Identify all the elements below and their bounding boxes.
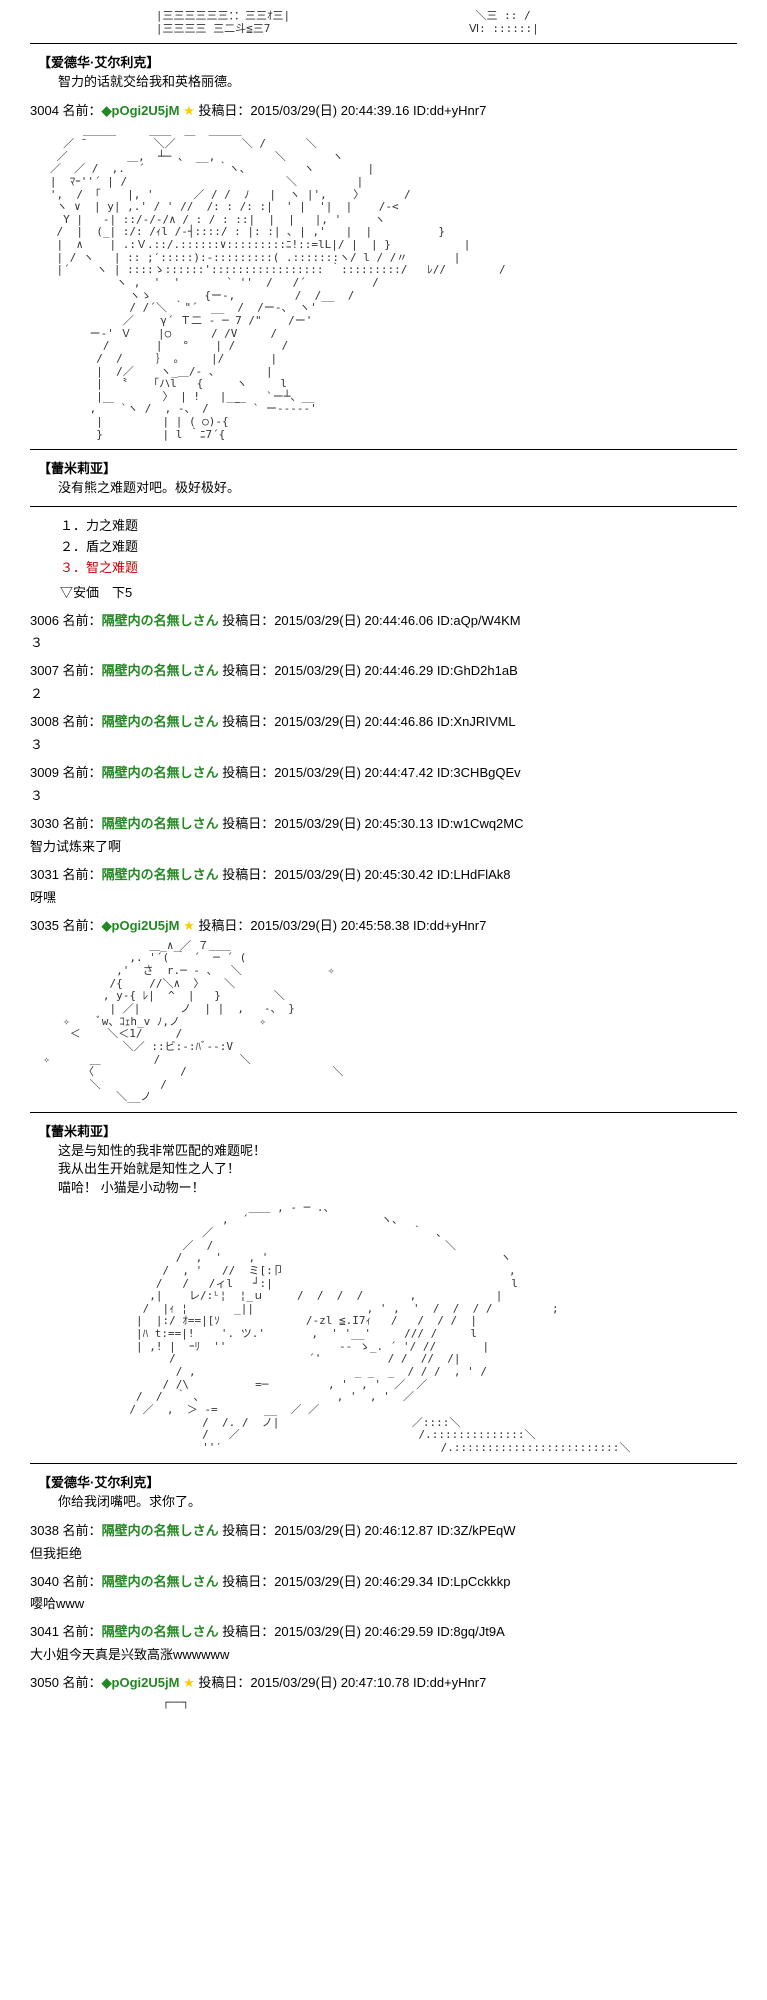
divider [30,1112,737,1113]
post-header-3006: 3006 名前：隔壁内の名無しさん 投稿日：2015/03/29(日) 20:4… [30,613,737,630]
post-body: 大小姐今天真是兴致高涨wwwwww [30,1644,737,1663]
tripcode: ◆pOgi2U5jM [102,1675,180,1690]
post-header-3041: 3041 名前：隔壁内の名無しさん 投稿日：2015/03/29(日) 20:4… [30,1624,737,1641]
divider [30,43,737,44]
anon-name: 隔壁内の名無しさん [102,1574,219,1589]
post-body: ２ [30,683,737,702]
anon-name: 隔壁内の名無しさん [102,663,219,678]
post-number: 3041 [30,1624,59,1639]
post-body: 嘤哈www [30,1593,737,1612]
name-label: 名前： [63,613,102,628]
character-name: 【蕾米莉亚】 [38,1121,737,1140]
post-number: 3038 [30,1523,59,1538]
post-number: 3040 [30,1574,59,1589]
anon-name: 隔壁内の名無しさん [102,1624,219,1639]
dialogue-text: 你给我闭嘴吧。求你了。 [58,1493,737,1511]
divider [30,506,737,507]
dialogue-text: 这是与知性的我非常匹配的难题呢！ [58,1142,737,1160]
name-label: 名前： [63,765,102,780]
name-label: 名前： [63,867,102,882]
dialogue-text: 没有熊之难题对吧。极好极好。 [58,479,737,497]
post-header-3030: 3030 名前：隔壁内の名無しさん 投稿日：2015/03/29(日) 20:4… [30,816,737,833]
anon-name: 隔壁内の名無しさん [102,867,219,882]
tripcode: ◆pOgi2U5jM [102,103,180,118]
anon-name: 隔壁内の名無しさん [102,765,219,780]
top-ascii-art: |三三三三三三：：三三ｵ三| ＼三 :: / |三三三三 三二斗≦三7 Ⅵ: :… [30,10,737,35]
post-header-3008: 3008 名前：隔壁内の名無しさん 投稿日：2015/03/29(日) 20:4… [30,714,737,731]
name-label: 名前： [63,1624,102,1639]
dialogue-text: 喵哈！ 小猫是小动物ー！ [58,1179,737,1197]
bottom-ascii-art: ┌──┐ [30,1697,737,1710]
anon-name: 隔壁内の名無しさん [102,613,219,628]
ascii-art-3035-2: ＿＿ , - ─ .、 , ´ ヽ、 ／ ｀ 、 ／ / ＼ [30,1202,737,1455]
post-meta: 投稿日：2015/03/29(日) 20:44:39.16 ID:dd+yHnr… [198,103,486,118]
post-header-3038: 3038 名前：隔壁内の名無しさん 投稿日：2015/03/29(日) 20:4… [30,1523,737,1540]
name-label: 名前： [63,663,102,678]
post-header-3040: 3040 名前：隔壁内の名無しさん 投稿日：2015/03/29(日) 20:4… [30,1574,737,1591]
option-3-selected: ３．智之难题 [60,557,737,576]
post-number: 3009 [30,765,59,780]
post-number: 3050 [30,1675,59,1690]
post-body: ３ [30,734,737,753]
divider [30,1463,737,1464]
post-meta: 投稿日：2015/03/29(日) 20:46:29.34 ID:LpCckkk… [222,1574,510,1589]
option-1: １．力之难题 [60,515,737,534]
name-label: 名前： [63,103,102,118]
post-meta: 投稿日：2015/03/29(日) 20:45:30.13 ID:w1Cwq2M… [222,816,523,831]
post-header-3035: 3035 名前：◆pOgi2U5jM ★ 投稿日：2015/03/29(日) 2… [30,918,737,935]
ascii-art-3035-1: ＿_∧_／ ７＿＿ ,. '´( ｀ ´ ─ ´ ( ,' さ r.─ - 、 … [30,940,737,1104]
post-number: 3035 [30,918,59,933]
post-meta: 投稿日：2015/03/29(日) 20:44:46.86 ID:XnJRIVM… [222,714,515,729]
character-name: 【蕾米莉亚】 [38,458,737,477]
post-meta: 投稿日：2015/03/29(日) 20:47:10.78 ID:dd+yHnr… [198,1675,486,1690]
post-number: 3004 [30,103,59,118]
post-number: 3030 [30,816,59,831]
post-body: 智力试炼来了啊 [30,836,737,855]
post-header-3004: 3004 名前：◆pOgi2U5jM ★ 投稿日：2015/03/29(日) 2… [30,103,737,120]
name-label: 名前： [63,918,102,933]
post-number: 3006 [30,613,59,628]
anon-name: 隔壁内の名無しさん [102,714,219,729]
divider [30,449,737,450]
name-label: 名前： [63,1675,102,1690]
name-label: 名前： [63,1574,102,1589]
tripcode: ◆pOgi2U5jM [102,918,180,933]
dialogue-text: 我从出生开始就是知性之人了！ [58,1160,737,1178]
ascii-art-3004: ＿＿＿ ＿＿ ＿ ＿＿＿ ／ ̄ ＼／ ＼ / ＼ ／ ＿, ┴─ 、 __, … [30,125,737,441]
post-body: ３ [30,632,737,651]
post-meta: 投稿日：2015/03/29(日) 20:46:12.87 ID:3Z/kPEq… [222,1523,515,1538]
dialogue-text: 智力的话就交给我和英格丽德。 [58,73,737,91]
post-number: 3007 [30,663,59,678]
character-name: 【爱德华·艾尔利克】 [38,52,737,71]
anon-name: 隔壁内の名無しさん [102,816,219,831]
anka-label: ▽安価 下5 [60,582,737,601]
post-body: 但我拒绝 [30,1543,737,1562]
star-icon: ★ [183,103,195,118]
post-body: ３ [30,785,737,804]
character-name: 【爱德华·艾尔利克】 [38,1472,737,1491]
post-header-3007: 3007 名前：隔壁内の名無しさん 投稿日：2015/03/29(日) 20:4… [30,663,737,680]
post-header-3031: 3031 名前：隔壁内の名無しさん 投稿日：2015/03/29(日) 20:4… [30,867,737,884]
name-label: 名前： [63,816,102,831]
post-meta: 投稿日：2015/03/29(日) 20:44:47.42 ID:3CHBgQE… [222,765,520,780]
star-icon: ★ [183,1675,195,1690]
post-meta: 投稿日：2015/03/29(日) 20:46:29.59 ID:8gq/Jt9… [222,1624,505,1639]
name-label: 名前： [63,714,102,729]
post-meta: 投稿日：2015/03/29(日) 20:44:46.29 ID:GhD2h1a… [222,663,518,678]
name-label: 名前： [63,1523,102,1538]
anon-name: 隔壁内の名無しさん [102,1523,219,1538]
post-meta: 投稿日：2015/03/29(日) 20:45:58.38 ID:dd+yHnr… [198,918,486,933]
post-header-3050: 3050 名前：◆pOgi2U5jM ★ 投稿日：2015/03/29(日) 2… [30,1675,737,1692]
post-number: 3031 [30,867,59,882]
post-number: 3008 [30,714,59,729]
star-icon: ★ [183,918,195,933]
post-meta: 投稿日：2015/03/29(日) 20:45:30.42 ID:LHdFlAk… [222,867,510,882]
post-meta: 投稿日：2015/03/29(日) 20:44:46.06 ID:aQp/W4K… [222,613,520,628]
option-2: ２．盾之难题 [60,536,737,555]
post-header-3009: 3009 名前：隔壁内の名無しさん 投稿日：2015/03/29(日) 20:4… [30,765,737,782]
post-body: 呀嘿 [30,887,737,906]
